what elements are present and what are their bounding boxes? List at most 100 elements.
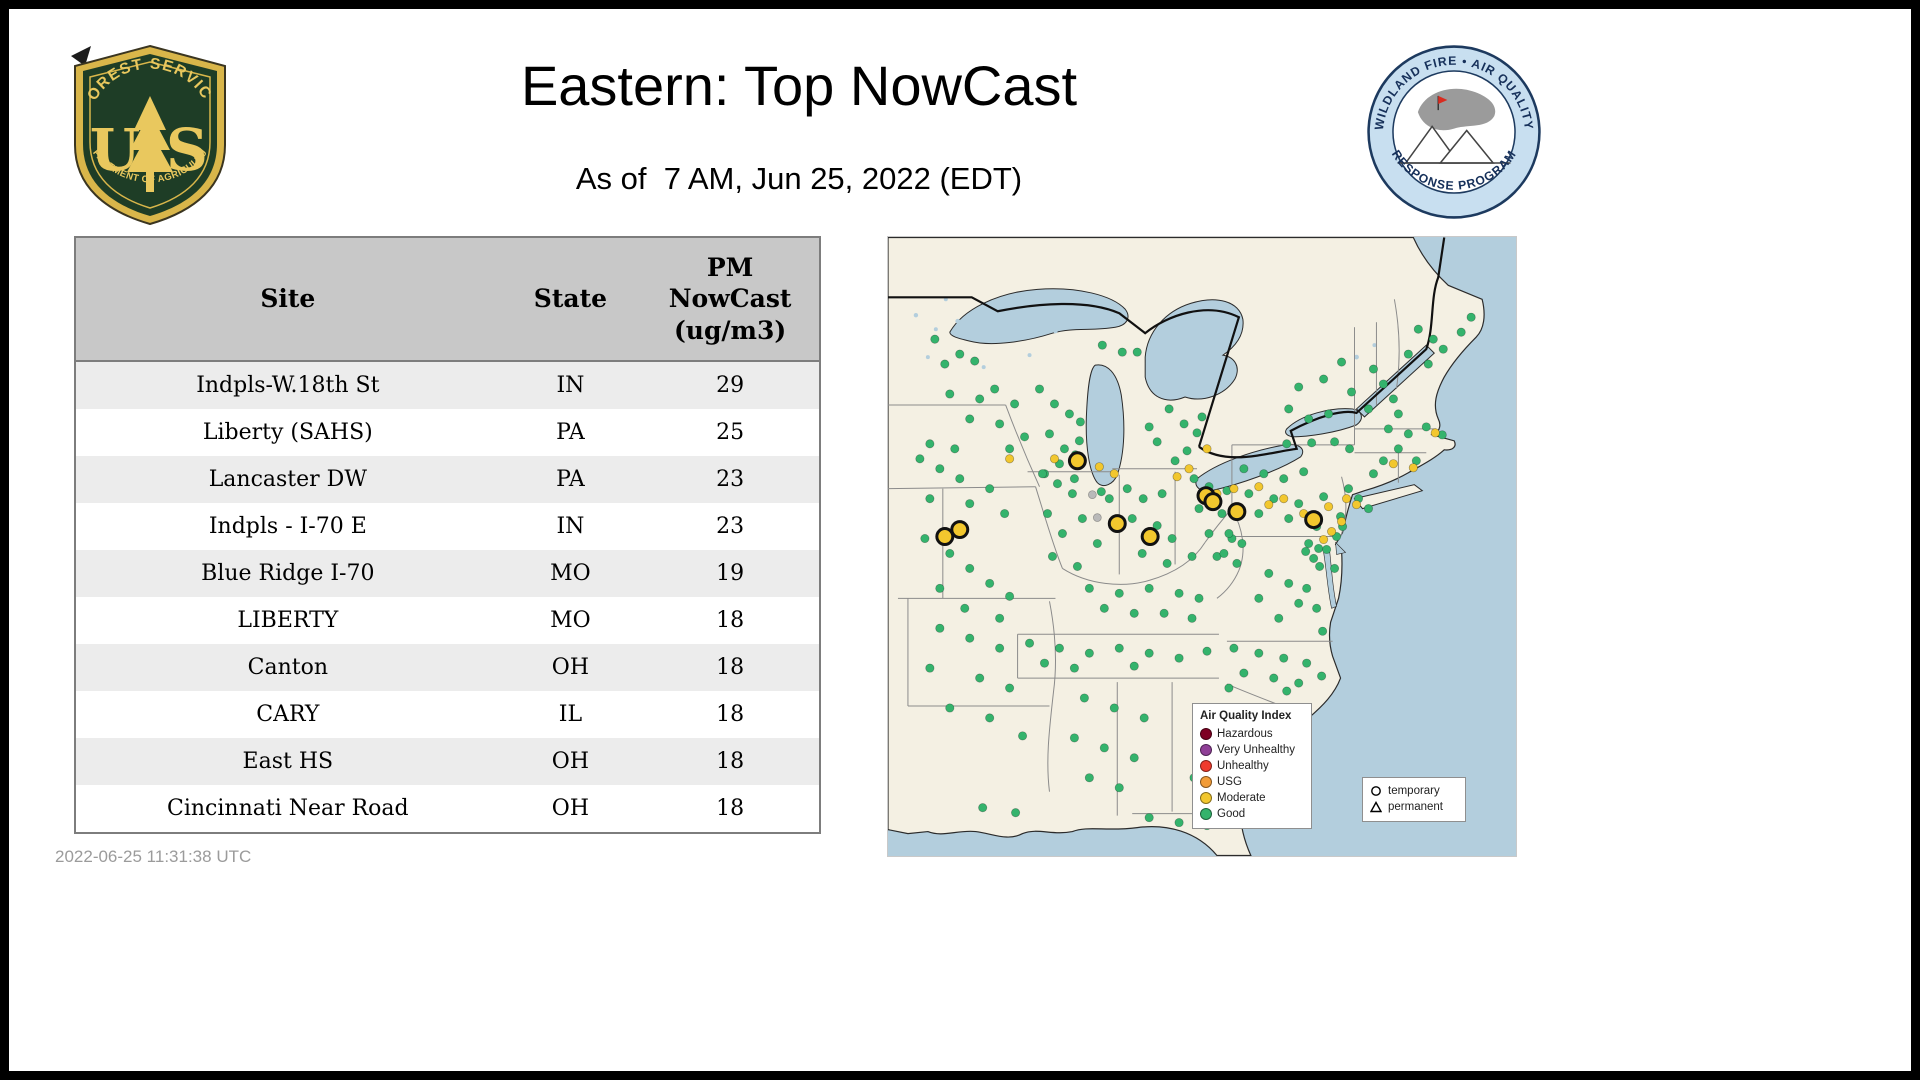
monitor-dot-good	[1279, 653, 1289, 663]
shield-pinline	[89, 61, 211, 209]
monitor-dot-good	[1456, 327, 1466, 337]
air-quality-map: Air Quality Index Hazardous Very Unhealth…	[887, 236, 1517, 857]
col-header-pm-nowcast: PM NowCast (ug/m3)	[641, 237, 820, 362]
monitor-dot-good	[1294, 499, 1304, 509]
monitor-dot-good	[1237, 538, 1247, 549]
page-subtitle: As of 7 AM, Jun 25, 2022 (EDT)	[575, 161, 1023, 196]
monitor-dot-moderate	[1279, 494, 1289, 504]
monitor-dot-good	[1174, 653, 1184, 663]
monitor-dot-good	[1167, 533, 1177, 544]
wildland-fire-air-quality-logo: WILDLAND FIRE • AIR QUALITY RESPONSE PRO…	[1367, 45, 1541, 219]
aqi-legend-item: Good	[1200, 807, 1304, 822]
monitor-dot-good	[1005, 444, 1015, 454]
monitor-dot-good	[965, 414, 975, 424]
monitor-dot-good	[1129, 608, 1139, 618]
monitor-dot-good	[995, 613, 1005, 623]
monitor-dot-good	[1069, 663, 1079, 673]
aqi-legend-item: Very Unhealthy	[1200, 743, 1304, 758]
monitor-dot-good	[1174, 588, 1184, 598]
col-header-state: State	[499, 237, 642, 362]
monitor-dot-good	[1299, 467, 1309, 477]
value-cell: 23	[716, 513, 745, 539]
monitor-dot-good	[1254, 593, 1264, 603]
monitor-dot-good	[1010, 399, 1020, 409]
value-cell: 29	[716, 372, 745, 398]
state-cell: PA	[556, 466, 585, 492]
temporary-monitor-dot-moderate	[950, 520, 970, 540]
monitor-dot-moderate	[1342, 494, 1352, 504]
legend-label-temporary: temporary	[1388, 785, 1440, 797]
monitor-dot-good	[1084, 583, 1094, 593]
monitor-dot-good	[1330, 437, 1340, 447]
monitor-dot-good	[1137, 548, 1147, 559]
monitor-dot-good	[1174, 818, 1184, 828]
aqi-legend-item: Hazardous	[1200, 727, 1304, 742]
state-cell: PA	[556, 419, 585, 445]
monitor-dot-good	[1302, 583, 1312, 593]
monitor-dot-good	[1079, 693, 1089, 703]
monitor-dot-moderate	[1324, 502, 1334, 512]
monitor-dot-good	[945, 703, 955, 713]
monitor-dot-moderate	[1430, 428, 1440, 438]
value-cell: 18	[716, 701, 745, 727]
monitor-dot-good	[1069, 474, 1079, 484]
aqi-color-swatch	[1200, 744, 1212, 757]
monitor-dot-good	[1378, 379, 1388, 389]
monitor-dot-good	[1294, 382, 1304, 392]
monitor-dot-good	[1284, 514, 1294, 524]
aqi-legend-item: Moderate	[1200, 791, 1304, 806]
monitor-dot-good	[1039, 658, 1050, 668]
monitor-dot-good	[985, 578, 995, 588]
monitor-dot-good	[975, 673, 985, 683]
site-cell: Indpls - I-70 E	[208, 513, 367, 539]
monitor-dot-good	[1324, 409, 1334, 419]
site-cell: CARY	[256, 701, 320, 727]
monitor-dot-good	[1000, 509, 1010, 519]
temporary-monitor-dot-moderate	[1227, 502, 1247, 522]
monitor-dot-good	[1282, 439, 1292, 449]
monitor-dot-good	[1075, 417, 1085, 427]
monitor-dot-good	[1127, 514, 1137, 524]
aqi-legend-label: Moderate	[1217, 791, 1266, 804]
monitor-dot-moderate	[1408, 463, 1418, 473]
monitor-dot-good	[945, 389, 955, 399]
map-canvas	[888, 237, 1516, 856]
monitor-dot-good	[920, 533, 930, 544]
aqi-legend: Air Quality Index Hazardous Very Unhealth…	[1192, 703, 1312, 829]
table-row: Blue Ridge I-70 MO 19	[75, 549, 820, 597]
monitor-dot-good	[1368, 364, 1378, 374]
monitor-dot-good	[1232, 558, 1242, 568]
monitor-dot-good	[1315, 561, 1325, 571]
table-row: Indpls - I-70 E IN 23	[75, 502, 820, 550]
monitor-dot-good	[1139, 713, 1149, 723]
monitor-dot-moderate	[1184, 464, 1194, 474]
monitor-dot-good	[1144, 813, 1154, 823]
monitor-dot-good	[1052, 479, 1062, 489]
canada-border	[888, 237, 1446, 459]
monitor-dot-moderate	[1094, 462, 1104, 472]
monitor-dot-good	[1129, 753, 1139, 763]
nowcast-table: Site State PM NowCast (ug/m3) Indpls-W.1…	[74, 236, 821, 834]
logo-tab	[71, 46, 91, 66]
monitor-dot-good	[1129, 661, 1139, 671]
legend-row-permanent: permanent	[1370, 800, 1458, 815]
aqi-color-swatch	[1200, 776, 1212, 789]
value-cell: 18	[716, 607, 745, 633]
site-cell: Canton	[247, 654, 328, 680]
value-cell: 18	[716, 795, 745, 821]
monitor-dot-good	[1072, 561, 1082, 571]
monitor-dot-good	[1378, 456, 1388, 466]
monitor-dot-good	[1428, 334, 1438, 344]
monitor-dot-good	[1162, 558, 1172, 568]
monitor-dot-good	[978, 803, 988, 813]
monitor-dot-good	[1224, 683, 1234, 693]
monitor-dot-good	[1117, 347, 1127, 357]
value-cell: 18	[716, 748, 745, 774]
monitor-dot-good	[1059, 444, 1069, 454]
monitor-dot-good	[1189, 474, 1199, 484]
monitor-dot-good	[1239, 464, 1249, 474]
monitor-dot-good	[995, 643, 1005, 653]
monitor-dot-good	[985, 713, 995, 723]
monitor-dot-good	[955, 474, 965, 484]
monitor-dot-good	[1057, 529, 1067, 539]
